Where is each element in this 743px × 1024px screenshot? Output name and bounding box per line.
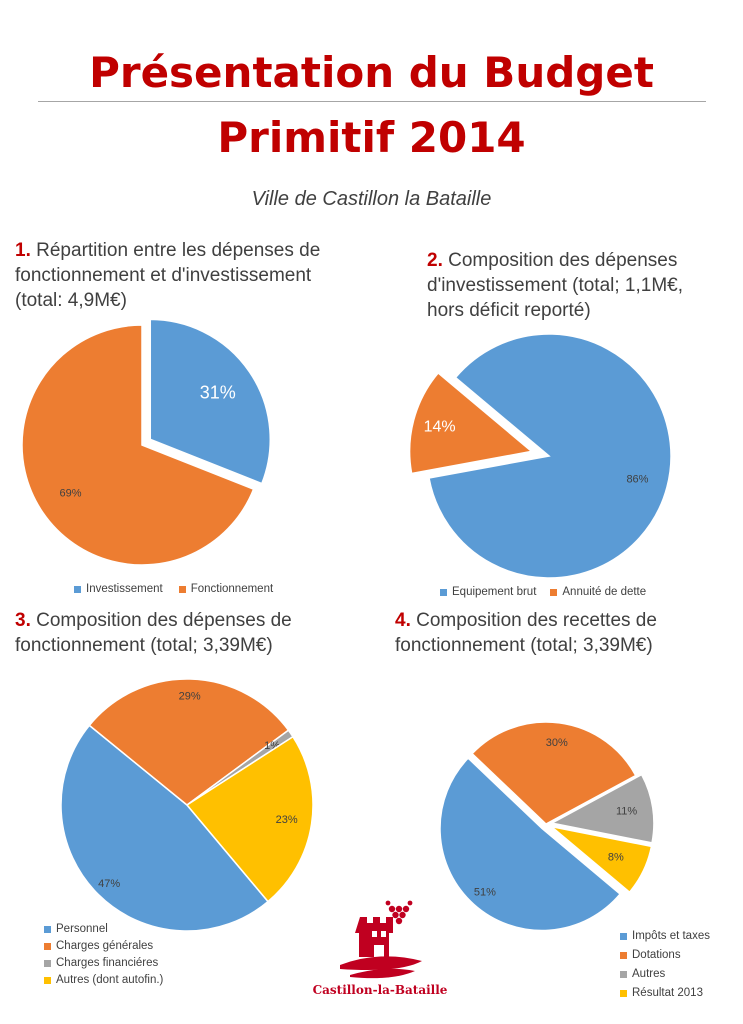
chart-3-data-label-1: 47% <box>98 878 120 890</box>
chart-1-title-line-1: Répartition entre les dépenses de <box>36 240 321 261</box>
chart-2-legend-label-2: Annuité de dette <box>562 586 647 598</box>
chart-1-data-label-1: 31% <box>200 382 236 402</box>
chart-3-pie: 47%29%1%23% <box>60 678 314 932</box>
chart-4-slice-3 <box>549 773 655 844</box>
chart-2-legend-item-1: Equipement brut <box>440 586 536 598</box>
chart-2-number: 2. <box>427 250 443 271</box>
chart-4-slice-4 <box>550 825 653 894</box>
chart-1-legend-item-2: Fonctionnement <box>178 583 274 595</box>
chart-3-legend-item-1: Personnel <box>44 923 163 935</box>
chart-4-data-label-3: 11% <box>616 806 637 818</box>
chart-4-data-label-4: 8% <box>608 851 624 863</box>
chart-3-legend-swatch-4 <box>44 976 51 984</box>
chart-2-title-line-1: Composition des dépenses <box>448 250 678 271</box>
chart-3-legend-item-4: Autres (dont autofin.) <box>44 974 163 986</box>
chart-4-legend-label-3: Autres <box>632 968 666 980</box>
chart-4-legend-label-2: Dotations <box>632 949 681 961</box>
chart-3-slice-4 <box>185 735 314 903</box>
chart-4-data-label-1: 51% <box>474 886 496 898</box>
chart-1-legend-label-2: Fonctionnement <box>190 583 274 595</box>
chart-4-legend-label-1: Impôts et taxes <box>632 930 710 942</box>
chart-1-legend-label-1: Investissement <box>86 583 163 595</box>
chart-4-pie: 51% 30% 11% 8% <box>439 721 655 932</box>
chart-1-slice-2 <box>21 324 255 566</box>
chart-2-slice-1 <box>428 333 672 579</box>
chart-3-slice-2 <box>88 678 290 806</box>
chart-2-title-line-2: d'investissement (total; 1,1M€, <box>427 275 684 296</box>
chart-1-pie: 31% 69% <box>21 318 272 566</box>
chart-3-legend-swatch-2 <box>44 942 51 950</box>
chart-2-slice-2 <box>408 371 534 475</box>
chart-2-pie: 86% 14% <box>408 333 672 579</box>
chart-2-legend-swatch-1 <box>440 588 447 596</box>
chart-1-data-label-2: 69% <box>60 487 82 499</box>
chart-1-title-line-3: (total: 4,9M€) <box>15 290 127 311</box>
chart-4-legend-swatch-3 <box>620 970 627 978</box>
chart-3-title-line-2: fonctionnement (total; 3,39M€) <box>15 635 273 656</box>
chart-3-legend-item-3: Charges financiéres <box>44 957 163 969</box>
chart-3-data-label-4: 23% <box>276 814 298 826</box>
castillon-logo: Castillon-la-Bataille <box>300 895 460 1005</box>
chart-1-slice-1 <box>149 318 272 485</box>
chart-4-title-line-1: Composition des recettes de <box>416 610 657 631</box>
chart-4-legend: Impôts et taxes Dotations Autres Résultat 2… <box>620 930 710 999</box>
chart-3-legend: Personnel Charges générales Charges financ… <box>44 923 163 986</box>
chart-2-legend: Equipement brut Annuité de dette <box>440 586 646 598</box>
chart-4-data-label-2: 30% <box>546 737 568 749</box>
chart-4-legend-swatch-1 <box>620 932 627 940</box>
chart-3-legend-label-2: Charges générales <box>56 940 154 952</box>
chart-4-legend-item-1: Impôts et taxes <box>620 930 710 942</box>
chart-1-legend-swatch-2 <box>178 585 186 593</box>
chart-4-legend-swatch-4 <box>620 989 627 997</box>
chart-3-legend-label-4: Autres (dont autofin.) <box>56 974 164 986</box>
chart-3-heading: 3. Composition des dépenses de fonctionn… <box>15 608 365 658</box>
page-title-line-2: Primitif 2014 <box>217 113 526 162</box>
chart-4-legend-item-4: Résultat 2013 <box>620 987 710 999</box>
chart-2-legend-item-2: Annuité de dette <box>550 586 646 598</box>
chart-3-title-line-1: Composition des dépenses de <box>36 610 292 631</box>
chart-1-legend-swatch-1 <box>74 585 81 593</box>
chart-4-title-line-2: fonctionnement (total; 3,39M€) <box>395 635 653 656</box>
page-title-line-1: Présentation du Budget <box>89 48 654 97</box>
page-subtitle: Ville de Castillon la Bataille <box>251 188 492 210</box>
logo-text: Castillon-la-Bataille <box>312 983 448 997</box>
chart-3-slice-1 <box>60 724 270 932</box>
chart-2-data-label-2: 14% <box>424 418 456 435</box>
chart-2-heading: 2. Composition des dépenses d'investisse… <box>427 248 737 323</box>
chart-3-number: 3. <box>15 610 31 631</box>
chart-4-legend-label-4: Résultat 2013 <box>632 987 703 999</box>
chart-1-heading: 1. Répartition entre les dépenses de fon… <box>15 238 365 313</box>
title-divider <box>38 101 706 102</box>
chart-2-legend-swatch-2 <box>550 588 558 596</box>
chart-2-data-label-1: 86% <box>626 473 648 485</box>
chart-3-legend-swatch-1 <box>44 925 51 933</box>
chart-4-legend-item-3: Autres <box>620 968 710 980</box>
chart-4-legend-swatch-2 <box>620 951 627 959</box>
chart-1-legend: Investissement Fonctionnement <box>74 583 273 595</box>
chart-3-legend-swatch-3 <box>44 959 51 967</box>
chart-4-heading: 4. Composition des recettes de fonctionn… <box>395 608 735 658</box>
chart-1-legend-item-1: Investissement <box>74 583 163 595</box>
chart-4-slice-1 <box>439 757 622 932</box>
chart-1-title-line-2: fonctionnement et d'investissement <box>15 265 312 286</box>
chart-4-slice-2 <box>471 721 637 825</box>
castle-grapes-logo-icon <box>340 900 422 979</box>
chart-4-number: 4. <box>395 610 411 631</box>
chart-1-number: 1. <box>15 240 31 261</box>
chart-3-data-label-2: 29% <box>179 691 201 703</box>
chart-3-legend-label-1: Personnel <box>56 923 108 935</box>
chart-2-legend-label-1: Equipement brut <box>452 586 537 598</box>
chart-3-legend-item-2: Charges générales <box>44 940 163 952</box>
chart-4-legend-item-2: Dotations <box>620 949 710 961</box>
chart-2-title-line-3: hors déficit reporté) <box>427 300 591 321</box>
chart-3-legend-label-3: Charges financiéres <box>56 957 159 969</box>
